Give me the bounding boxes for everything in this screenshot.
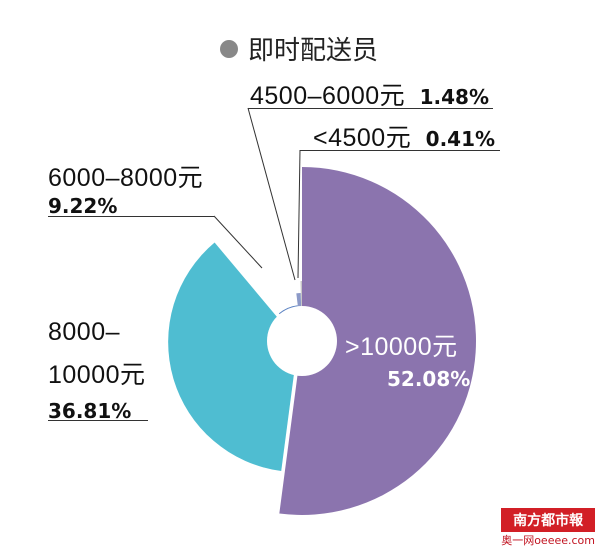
label-8000-10000-line1: 8000– — [48, 318, 121, 346]
label-lt4500: <4500元 0.41% — [313, 118, 495, 154]
leader-line — [297, 149, 301, 279]
label-gt10000: >10000元 52.08% — [345, 327, 470, 391]
label-gt10000-pct: 52.08% — [387, 367, 471, 391]
watermark-title: 南方都市報 — [501, 508, 595, 532]
rule-4500-6000 — [248, 108, 493, 109]
pie-slice — [279, 167, 476, 515]
legend-dot-icon — [220, 39, 238, 58]
watermark-sub: 奥一网oeeee.com — [501, 534, 595, 547]
label-6000-8000-range: 6000–8000元 — [48, 164, 204, 192]
rule-lt4500 — [300, 150, 500, 151]
legend-label: 即时配送员 — [248, 36, 379, 66]
label-8000-10000: 8000– 10000元 36.81% — [48, 318, 146, 423]
rule-8000-10000 — [48, 420, 148, 421]
rule-6000-8000 — [48, 216, 214, 217]
leader-line — [247, 107, 296, 281]
label-4500-6000: 4500–6000元 1.48% — [250, 76, 489, 112]
label-gt10000-range: >10000元 — [345, 333, 458, 361]
pie-slice — [168, 242, 299, 472]
label-8000-10000-line2: 10000元 — [48, 361, 146, 389]
label-8000-10000-pct: 36.81% — [48, 399, 132, 423]
label-4500-6000-pct: 1.48% — [419, 85, 489, 109]
label-6000-8000-pct: 9.22% — [48, 194, 118, 218]
label-6000-8000: 6000–8000元 9.22% — [48, 158, 203, 218]
leader-line — [213, 215, 263, 269]
label-lt4500-pct: 0.41% — [425, 127, 496, 151]
label-lt4500-range: <4500元 — [313, 124, 412, 152]
legend: 即时配送员 — [220, 30, 378, 67]
donut-hole — [267, 306, 337, 376]
label-4500-6000-range: 4500–6000元 — [250, 82, 406, 110]
watermark-logo: 南方都市報 奥一网oeeee.com — [501, 508, 595, 548]
